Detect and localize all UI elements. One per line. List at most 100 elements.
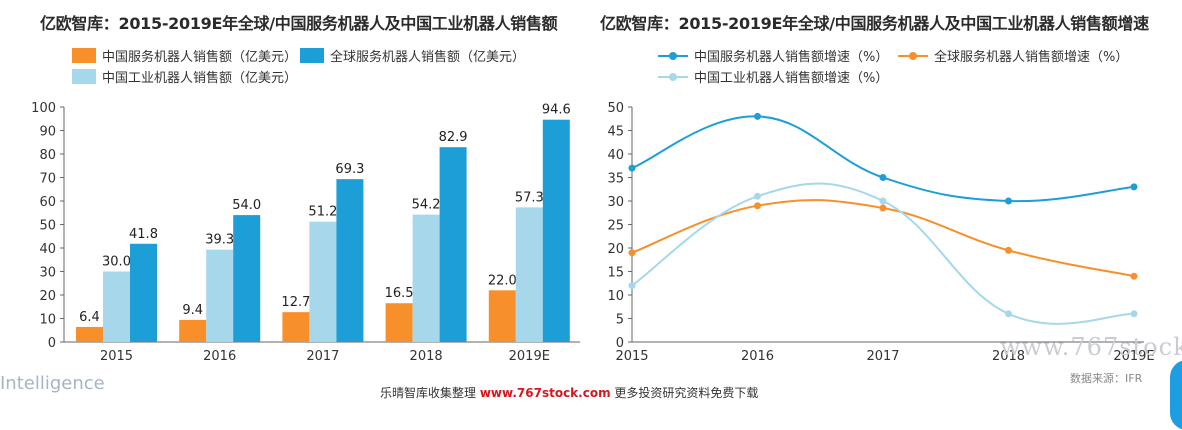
line-y-tick-label: 0 bbox=[616, 336, 624, 351]
bar-data-label: 54.0 bbox=[232, 198, 261, 213]
series-point bbox=[1130, 272, 1138, 280]
footer-site-link[interactable]: www.767stock.com bbox=[479, 386, 611, 400]
legend-item-cn-industrial-growth: 中国工业机器人销售额增速（%） bbox=[658, 67, 888, 86]
line-x-tick-label: 2018 bbox=[992, 349, 1025, 364]
line-y-tick-label: 30 bbox=[607, 195, 624, 210]
bar bbox=[336, 179, 364, 342]
legend-line-swatch bbox=[658, 72, 688, 82]
series-point bbox=[1130, 183, 1138, 191]
legend-item-cn-industrial: 中国工业机器人销售额（亿美元） bbox=[72, 67, 297, 86]
bar-y-tick-label: 30 bbox=[39, 266, 56, 281]
bar-y-tick-label: 70 bbox=[39, 172, 56, 187]
legend-item-global-service-growth: 全球服务机器人销售额增速（%） bbox=[898, 46, 1128, 65]
bar-data-label: 69.3 bbox=[335, 162, 364, 177]
bar-data-label: 57.3 bbox=[515, 190, 544, 205]
line-y-tick-label: 40 bbox=[607, 148, 624, 163]
line-y-tick-label: 10 bbox=[607, 289, 624, 304]
left-chart-title: 亿欧智库：2015-2019E年全球/中国服务机器人及中国工业机器人销售额 bbox=[40, 14, 558, 33]
bar-data-label: 41.8 bbox=[129, 227, 158, 242]
bar bbox=[103, 271, 130, 342]
bar-y-tick-label: 10 bbox=[39, 313, 56, 328]
bar-data-label: 51.2 bbox=[308, 205, 337, 220]
series-point bbox=[628, 164, 636, 172]
bar-x-tick-label: 2015 bbox=[100, 349, 133, 364]
bar bbox=[542, 119, 570, 342]
line-x-tick-label: 2015 bbox=[615, 349, 648, 364]
line-y-tick-label: 35 bbox=[607, 172, 624, 187]
charts-canvas: 01020304050607080901006.430.041.820159.4… bbox=[31, 101, 1154, 364]
bar-data-label: 9.4 bbox=[182, 303, 203, 318]
bar-y-tick-label: 90 bbox=[39, 125, 56, 140]
series-point bbox=[879, 204, 887, 212]
series-point bbox=[1005, 197, 1012, 205]
legend-label: 中国工业机器人销售额增速（%） bbox=[694, 71, 889, 86]
bar-data-label: 30.0 bbox=[102, 255, 131, 270]
bar bbox=[282, 312, 310, 342]
bar-data-label: 6.4 bbox=[79, 310, 100, 325]
brand-intelligence-text: Intelligence bbox=[0, 373, 105, 394]
legend-line-swatch bbox=[898, 51, 928, 61]
bar bbox=[233, 215, 261, 342]
series-point bbox=[1005, 310, 1012, 318]
bar bbox=[206, 249, 234, 342]
legend-label: 全球服务机器人销售额（亿美元） bbox=[330, 50, 526, 65]
bar-data-label: 82.9 bbox=[439, 130, 468, 145]
corner-badge bbox=[1170, 360, 1182, 430]
line-y-tick-label: 45 bbox=[607, 125, 624, 140]
bar bbox=[488, 290, 516, 342]
legend-swatch bbox=[72, 69, 96, 84]
bar bbox=[439, 147, 467, 342]
bar-data-label: 12.7 bbox=[281, 295, 310, 310]
series-point bbox=[754, 112, 761, 120]
line-y-tick-label: 50 bbox=[607, 101, 624, 116]
bar-data-label: 54.2 bbox=[412, 198, 441, 213]
bar bbox=[179, 319, 207, 342]
legend-label: 中国服务机器人销售额增速（%） bbox=[694, 50, 889, 65]
legend-line-swatch bbox=[658, 51, 688, 61]
bar bbox=[515, 207, 543, 342]
bar-y-tick-label: 80 bbox=[39, 148, 56, 163]
footer-note: 乐晴智库收集整理 www.767stock.com 更多投资研究资料免费下载 bbox=[380, 384, 758, 401]
series-point bbox=[628, 282, 636, 290]
data-source: 数据来源：IFR bbox=[1070, 372, 1143, 385]
bar-data-label: 39.3 bbox=[205, 233, 234, 248]
legend-item-cn-service: 中国服务机器人销售额（亿美元） bbox=[72, 46, 297, 65]
series-point bbox=[879, 197, 887, 205]
legend-swatch bbox=[300, 48, 324, 63]
legend-label: 中国工业机器人销售额（亿美元） bbox=[102, 71, 298, 86]
line-y-tick-label: 5 bbox=[616, 313, 624, 328]
bar-y-tick-label: 60 bbox=[39, 195, 56, 210]
watermark-text: www.767stock.c bbox=[1000, 333, 1182, 361]
footer-suffix: 更多投资研究资料免费下载 bbox=[614, 386, 759, 400]
bar-y-tick-label: 40 bbox=[39, 242, 56, 257]
series-point bbox=[1005, 246, 1012, 254]
legend-label: 中国服务机器人销售额（亿美元） bbox=[102, 50, 298, 65]
bar-y-tick-label: 100 bbox=[31, 101, 56, 116]
legend-label: 全球服务机器人销售额增速（%） bbox=[934, 50, 1129, 65]
bar-y-tick-label: 0 bbox=[48, 336, 56, 351]
line-x-tick-label: 2016 bbox=[741, 349, 774, 364]
right-chart-title: 亿欧智库：2015-2019E年全球/中国服务机器人及中国工业机器人销售额增速 bbox=[600, 14, 1149, 33]
series-point bbox=[754, 192, 761, 200]
bar-x-tick-label: 2017 bbox=[306, 349, 339, 364]
bar-data-label: 94.6 bbox=[542, 103, 571, 118]
series-point bbox=[628, 249, 636, 257]
series-point bbox=[1130, 310, 1138, 318]
line-y-tick-label: 25 bbox=[607, 219, 624, 234]
line-y-tick-label: 20 bbox=[607, 242, 624, 257]
bar-data-label: 22.0 bbox=[488, 273, 517, 288]
bar bbox=[385, 303, 413, 342]
bar-y-tick-label: 20 bbox=[39, 289, 56, 304]
legend-item-cn-service-growth: 中国服务机器人销售额增速（%） bbox=[658, 46, 888, 65]
bar bbox=[130, 243, 157, 342]
line-y-tick-label: 15 bbox=[607, 266, 624, 281]
line-x-tick-label: 2017 bbox=[866, 349, 899, 364]
legend-swatch bbox=[72, 48, 96, 63]
footer-prefix: 乐晴智库收集整理 bbox=[380, 386, 477, 400]
bar-x-tick-label: 2018 bbox=[410, 349, 443, 364]
bar-data-label: 16.5 bbox=[385, 286, 414, 301]
bar-x-tick-label: 2019E bbox=[509, 349, 550, 364]
bar bbox=[309, 221, 337, 342]
bar bbox=[412, 214, 440, 342]
series-line bbox=[631, 182, 1135, 325]
